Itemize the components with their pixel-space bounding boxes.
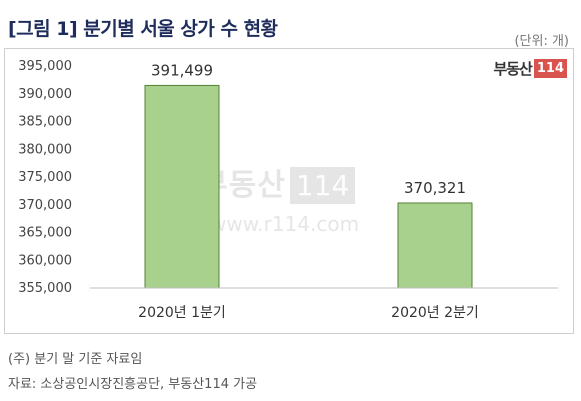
- unit-label: (단위: 개): [514, 34, 569, 49]
- chart-frame: [4, 48, 574, 334]
- bar: [144, 84, 220, 289]
- y-tick-label: 355,000: [18, 281, 72, 296]
- bar: [397, 202, 473, 289]
- data-label: 370,321: [404, 179, 466, 197]
- y-tick-label: 385,000: [18, 115, 72, 130]
- y-tick-label: 390,000: [18, 87, 72, 102]
- x-tick-label: 2020년 1분기: [138, 305, 226, 321]
- y-tick-label: 365,000: [18, 226, 72, 241]
- brand-logo: 부동산 114: [493, 58, 567, 79]
- footnote-source: 자료: 소상공인시장진흥공단, 부동산114 가공: [8, 377, 258, 392]
- data-label: 391,499: [151, 61, 213, 79]
- y-tick-label: 375,000: [18, 170, 72, 185]
- y-tick-label: 360,000: [18, 253, 72, 268]
- x-tick-label: 2020년 2분기: [391, 305, 479, 321]
- brand-logo-text: 부동산: [493, 60, 532, 78]
- footnote-note: (주) 분기 말 기준 자료임: [8, 352, 143, 367]
- y-tick-label: 380,000: [18, 142, 72, 157]
- chart-title: [그림 1] 분기별 서울 상가 수 현황: [8, 18, 278, 40]
- y-tick-label: 370,000: [18, 198, 72, 213]
- brand-logo-number: 114: [533, 59, 567, 78]
- y-tick-label: 395,000: [18, 59, 72, 74]
